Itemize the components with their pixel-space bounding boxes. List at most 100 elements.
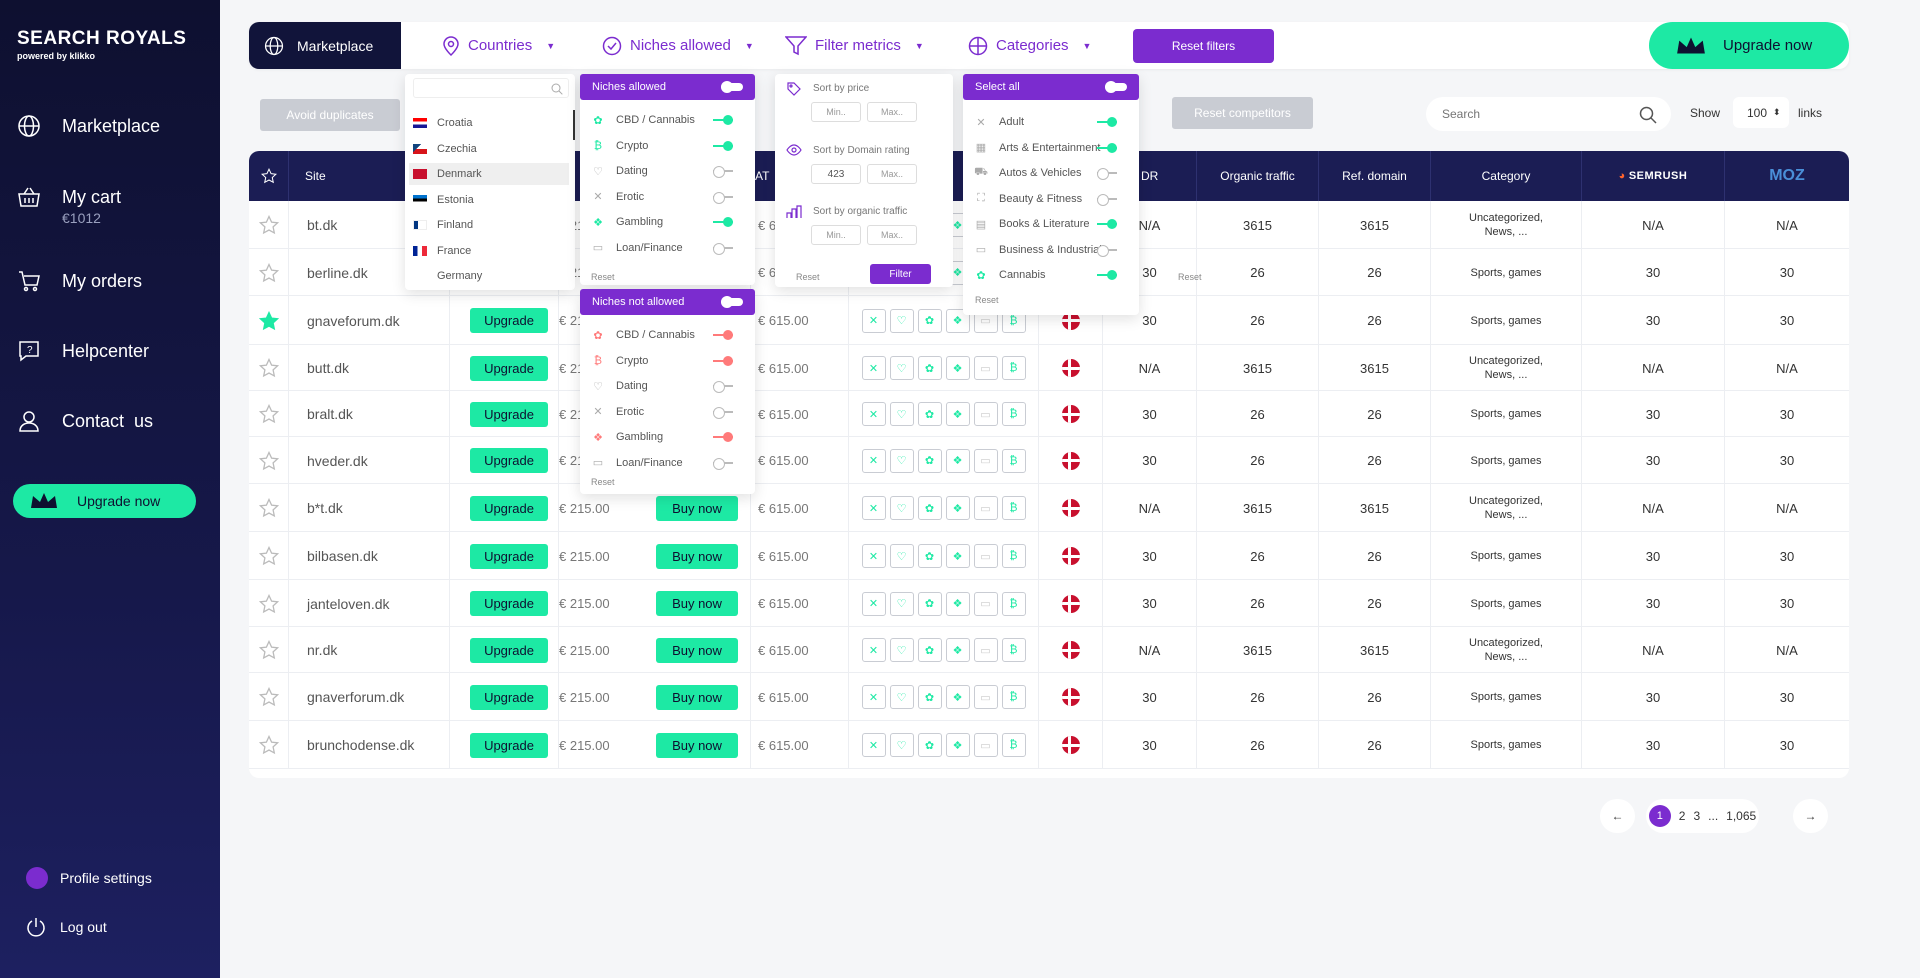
niche-toggle[interactable] <box>713 406 733 419</box>
category-toggle[interactable] <box>1097 219 1117 229</box>
countries-dropdown[interactable]: Countries ▼ <box>442 22 555 69</box>
sidebar-item-helpcenter[interactable]: ? Helpcenter <box>16 338 149 364</box>
niches-dropdown[interactable]: Niches allowed ▼ <box>602 22 754 69</box>
reset-competitors-button[interactable]: Reset competitors <box>1172 97 1313 129</box>
niche-toggle[interactable] <box>713 381 733 393</box>
country-option[interactable]: Germany <box>409 265 569 287</box>
star-icon[interactable] <box>258 215 279 235</box>
site-cell[interactable]: b*t.dk <box>289 484 450 532</box>
select-all-toggle[interactable] <box>721 81 743 93</box>
category-option[interactable]: ⛟ Autos & Vehicles <box>973 163 1129 183</box>
country-option[interactable]: Finland <box>409 214 569 236</box>
niche-toggle[interactable] <box>713 191 733 204</box>
upgrade-button[interactable]: Upgrade <box>470 308 548 333</box>
upgrade-top-button[interactable]: Upgrade now <box>1649 22 1849 69</box>
category-toggle[interactable] <box>1097 142 1117 153</box>
upgrade-button[interactable]: Upgrade <box>470 732 548 758</box>
buy-now-button[interactable]: Buy now <box>656 732 738 758</box>
niche-toggle[interactable] <box>713 457 733 470</box>
buy-now-button[interactable]: Buy now <box>656 495 738 521</box>
country-option[interactable]: Denmark <box>409 163 569 185</box>
niche-toggle[interactable] <box>713 217 733 227</box>
star-icon[interactable] <box>258 450 279 471</box>
page-last[interactable]: 1,065 <box>1726 809 1757 823</box>
star-icon[interactable] <box>258 404 279 424</box>
category-toggle[interactable] <box>1097 168 1117 180</box>
niche-option[interactable]: ▭ Loan/Finance <box>590 238 745 258</box>
reset-link[interactable]: Reset <box>1178 272 1202 282</box>
upgrade-button[interactable]: Upgrade <box>470 684 548 710</box>
select-all-header[interactable]: Select all <box>963 74 1139 100</box>
reset-link[interactable]: Reset <box>591 272 615 282</box>
country-option[interactable]: Czechia <box>409 138 569 160</box>
niche-option[interactable]: ✕ Erotic <box>590 187 745 207</box>
search-input[interactable] <box>1442 107 1632 121</box>
niche-option[interactable]: ✿ CBD / Cannabis <box>590 325 745 345</box>
category-option[interactable]: ✿ Cannabis <box>973 265 1129 285</box>
category-toggle[interactable] <box>1097 193 1117 206</box>
select-all-toggle[interactable] <box>1105 81 1127 93</box>
price-min-input[interactable]: Min.. <box>811 102 861 122</box>
buy-now-button[interactable]: Buy now <box>656 637 738 663</box>
site-cell[interactable]: bralt.dk <box>289 391 450 437</box>
profile-settings[interactable]: Profile settings <box>26 867 152 889</box>
niche-option[interactable]: ₿ Crypto <box>590 351 745 371</box>
niches-not-header[interactable]: Niches not allowed <box>580 289 755 315</box>
filter-metrics-dropdown[interactable]: Filter metrics ▼ <box>785 22 924 69</box>
niche-toggle[interactable] <box>713 330 733 340</box>
show-select[interactable]: 100 ⬍ <box>1733 97 1789 128</box>
organic-min-input[interactable]: Min.. <box>811 225 861 245</box>
sidebar-item-orders[interactable]: My orders <box>16 268 142 294</box>
niche-toggle[interactable] <box>713 140 733 151</box>
prev-page-button[interactable]: ← <box>1600 799 1635 833</box>
niche-toggle[interactable] <box>713 115 733 125</box>
niche-option[interactable]: ✿ CBD / Cannabis <box>590 110 745 130</box>
search-box[interactable] <box>1426 97 1671 131</box>
dr-max-input[interactable]: Max.. <box>867 164 917 184</box>
niche-option[interactable]: ▭ Loan/Finance <box>590 453 745 473</box>
site-cell[interactable]: gnaveforum.dk <box>289 296 450 345</box>
category-option[interactable]: ✕ Adult <box>973 112 1129 132</box>
upgrade-button[interactable]: Upgrade <box>470 637 548 663</box>
niche-option[interactable]: ₿ Crypto <box>590 136 745 156</box>
category-option[interactable]: ▤ Books & Literature <box>973 214 1129 234</box>
upgrade-button[interactable]: Upgrade <box>470 448 548 473</box>
star-icon[interactable] <box>258 310 279 331</box>
avoid-duplicates-button[interactable]: Avoid duplicates <box>260 99 400 131</box>
upgrade-button[interactable]: Upgrade <box>470 401 548 427</box>
sidebar-item-contact[interactable]: Contact us <box>16 408 153 434</box>
category-toggle[interactable] <box>1097 117 1117 127</box>
niche-option[interactable]: ✕ Erotic <box>590 402 745 422</box>
sidebar-item-marketplace[interactable]: Marketplace <box>16 113 160 139</box>
ref-header[interactable]: Ref. domain <box>1319 151 1431 201</box>
buy-now-button[interactable]: Buy now <box>656 543 738 569</box>
organic-header[interactable]: Organic traffic <box>1197 151 1319 201</box>
site-cell[interactable]: bilbasen.dk <box>289 532 450 580</box>
upgrade-button[interactable]: Upgrade <box>470 355 548 381</box>
buy-now-button[interactable]: Buy now <box>656 684 738 710</box>
category-toggle[interactable] <box>1097 270 1117 280</box>
site-cell[interactable]: butt.dk <box>289 345 450 391</box>
country-option[interactable]: Estonia <box>409 189 569 211</box>
page-1[interactable]: 1 <box>1648 805 1671 827</box>
country-option[interactable]: Croatia <box>409 112 569 134</box>
upgrade-button[interactable]: Upgrade <box>470 495 548 521</box>
buy-now-button[interactable]: Buy now <box>656 591 738 616</box>
category-option[interactable]: ▭ Business & Industrial <box>973 240 1129 260</box>
niches-allowed-header[interactable]: Niches allowed <box>580 74 755 100</box>
select-all-toggle[interactable] <box>721 296 743 308</box>
niche-toggle[interactable] <box>713 432 733 442</box>
site-cell[interactable]: gnaverforum.dk <box>289 673 450 721</box>
dr-min-input[interactable]: 423 <box>811 164 861 184</box>
site-cell[interactable]: brunchodense.dk <box>289 721 450 769</box>
star-icon[interactable] <box>258 546 279 566</box>
niche-toggle[interactable] <box>713 166 733 178</box>
page-2[interactable]: 2 <box>1678 809 1686 823</box>
page-3[interactable]: 3 <box>1693 809 1701 823</box>
niche-option[interactable]: ♡ Dating <box>590 161 745 181</box>
reset-link[interactable]: Reset <box>796 272 820 282</box>
category-header[interactable]: Category <box>1431 151 1582 201</box>
upgrade-button[interactable]: Upgrade <box>470 591 548 616</box>
scrollbar[interactable] <box>573 110 575 140</box>
upgrade-button[interactable]: Upgrade <box>470 543 548 569</box>
